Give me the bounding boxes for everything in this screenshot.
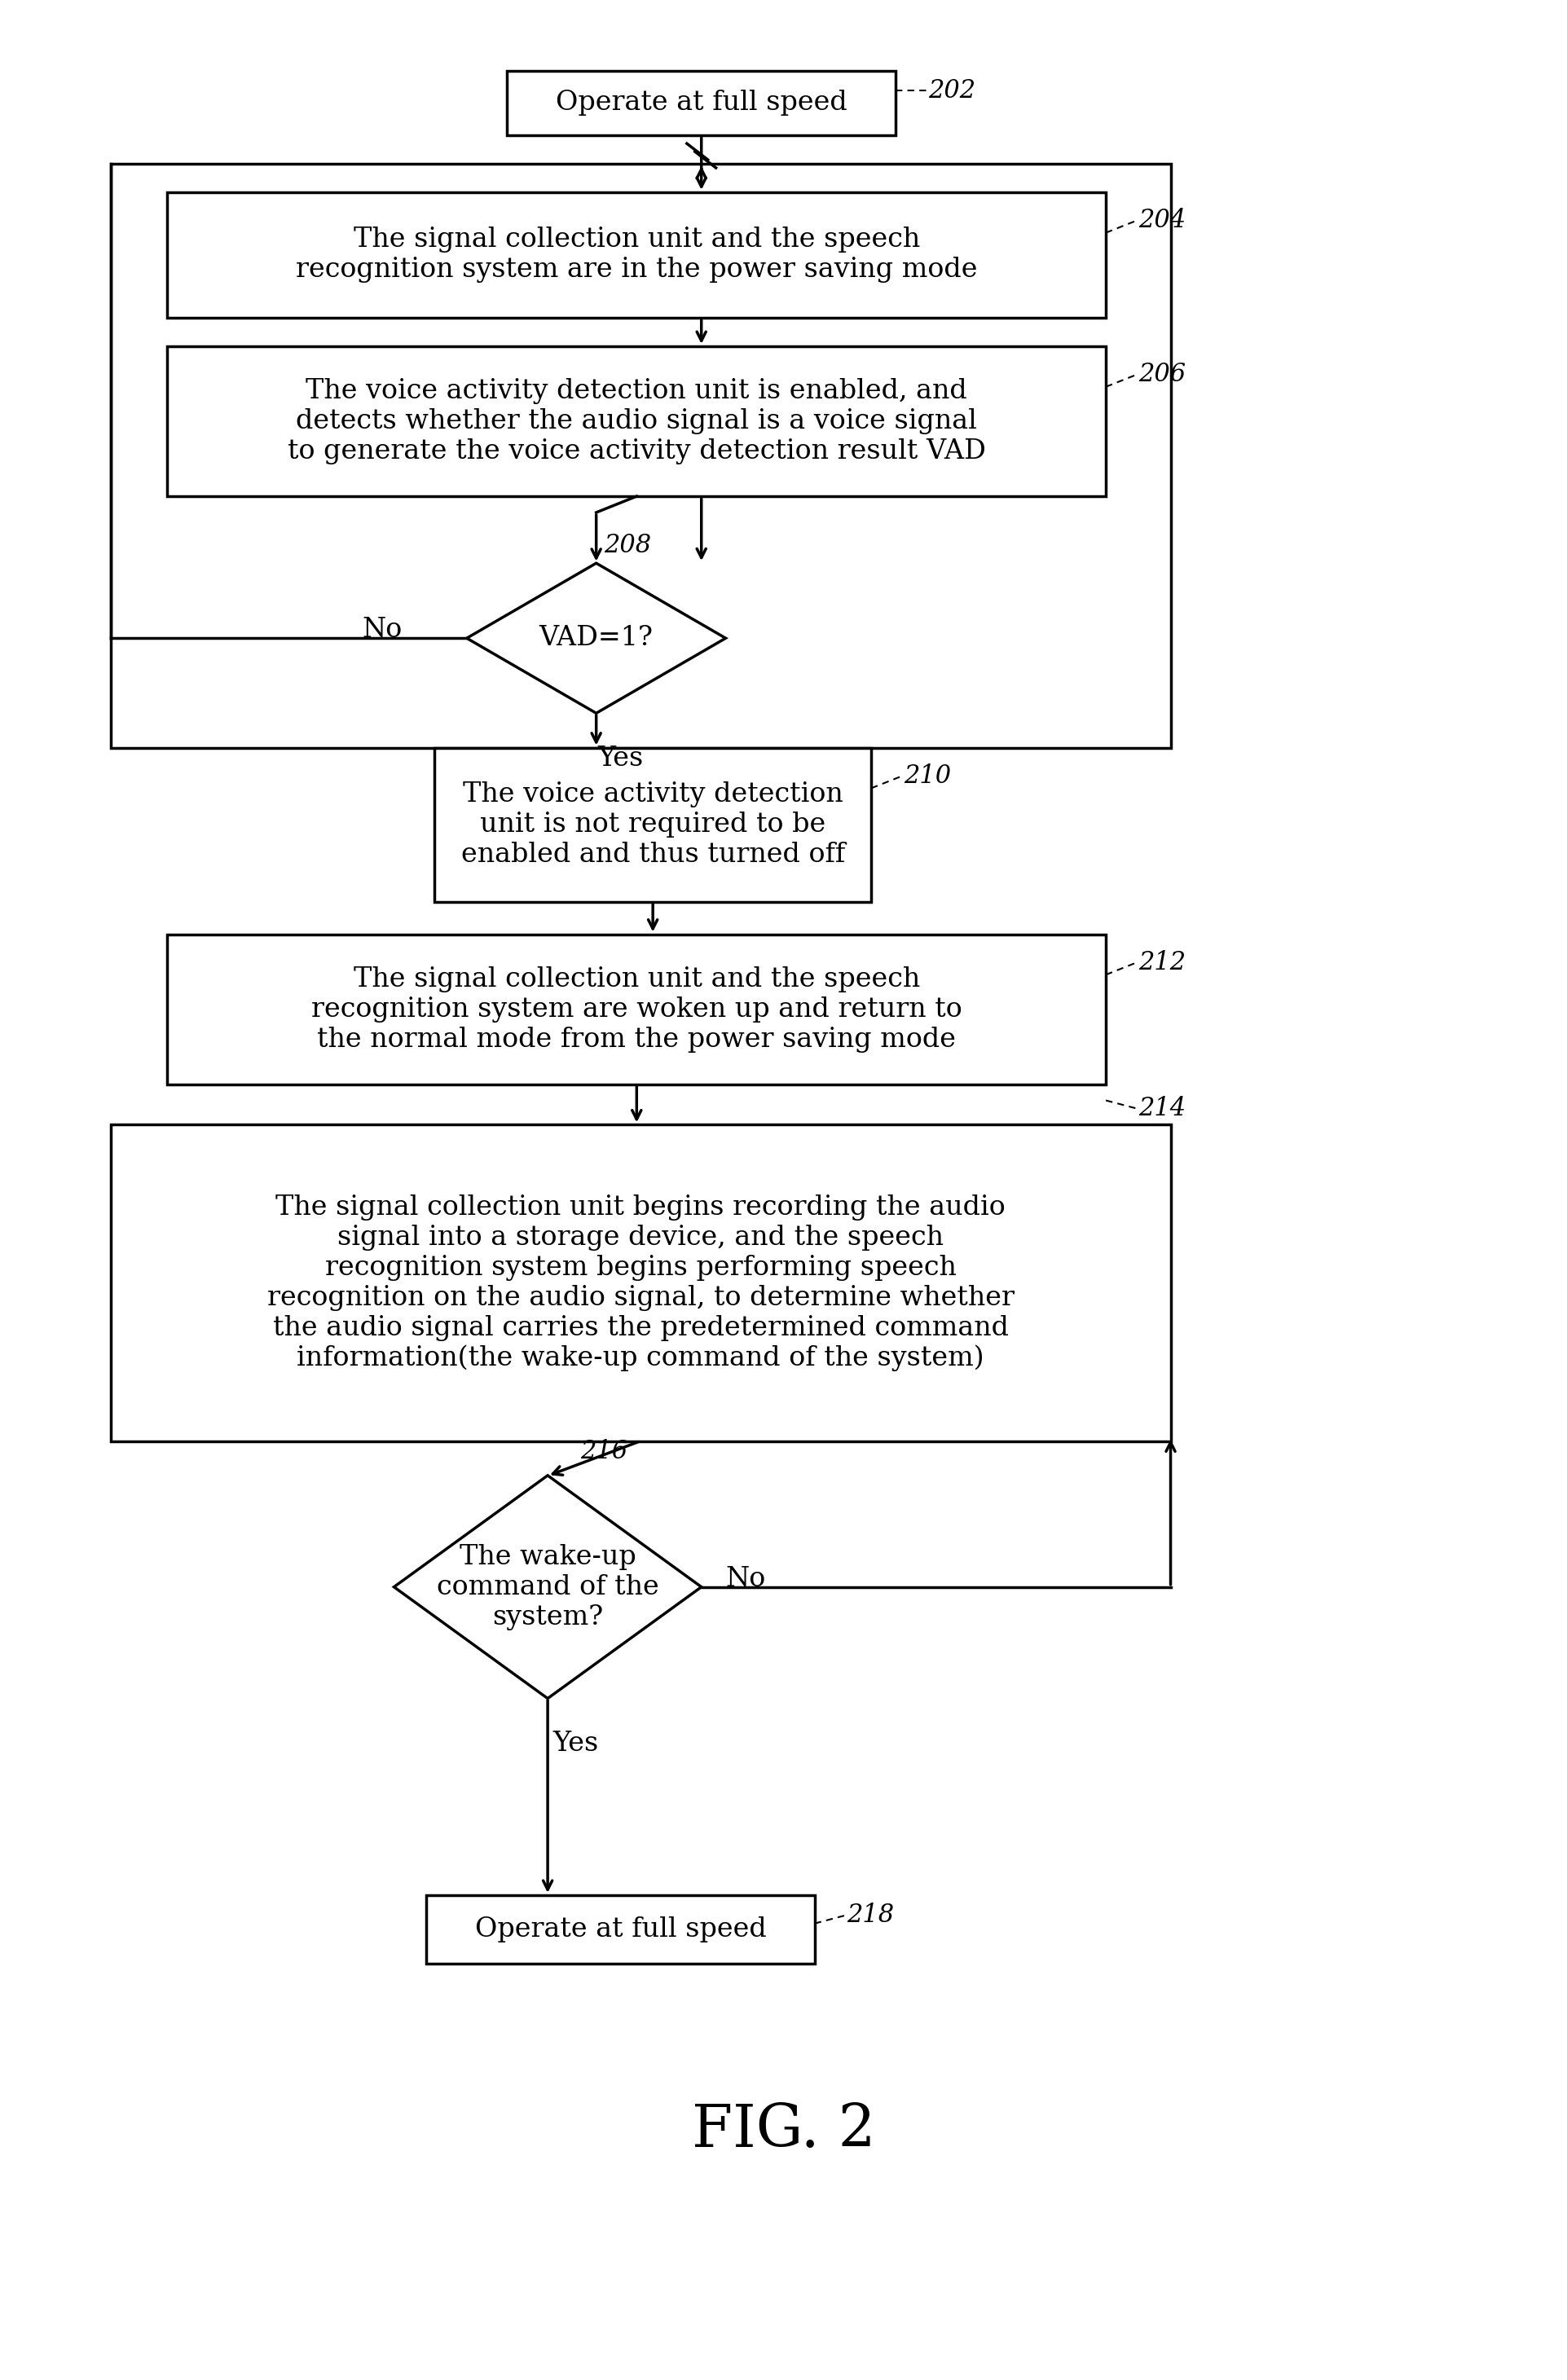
Text: No: No	[726, 1566, 766, 1592]
Polygon shape	[393, 1476, 702, 1699]
Text: The voice activity detection
unit is not required to be
enabled and thus turned : The voice activity detection unit is not…	[461, 781, 845, 869]
Text: No: No	[362, 616, 403, 643]
Text: Operate at full speed: Operate at full speed	[475, 1916, 766, 1942]
Text: The signal collection unit and the speech
recognition system are woken up and re: The signal collection unit and the speec…	[312, 966, 962, 1052]
Text: 212: 212	[1138, 950, 1186, 976]
Text: Yes: Yes	[553, 1730, 599, 1756]
Text: The voice activity detection unit is enabled, and
detects whether the audio sign: The voice activity detection unit is ena…	[288, 378, 986, 464]
Bar	[111, 1126, 1171, 1440]
Text: 210: 210	[904, 764, 951, 788]
Text: The signal collection unit and the speech
recognition system are in the power sa: The signal collection unit and the speec…	[296, 226, 978, 283]
Bar	[508, 71, 896, 136]
Bar	[168, 345, 1106, 497]
Text: 218: 218	[848, 1902, 895, 1928]
Text: 208: 208	[605, 533, 652, 557]
Bar	[111, 164, 1171, 747]
Text: 216: 216	[580, 1440, 627, 1464]
Bar	[168, 935, 1106, 1085]
Text: 214: 214	[1138, 1095, 1186, 1121]
Bar	[426, 1894, 815, 1963]
Text: The signal collection unit begins recording the audio
signal into a storage devi: The signal collection unit begins record…	[266, 1195, 1014, 1371]
Text: Operate at full speed: Operate at full speed	[556, 90, 848, 117]
Text: 204: 204	[1138, 207, 1186, 233]
Text: The wake-up
command of the
system?: The wake-up command of the system?	[437, 1545, 658, 1630]
Text: Yes: Yes	[597, 745, 644, 771]
Text: FIG. 2: FIG. 2	[691, 2102, 876, 2159]
Bar	[434, 747, 871, 902]
Text: 202: 202	[928, 79, 975, 102]
Text: 206: 206	[1138, 362, 1186, 388]
Polygon shape	[467, 564, 726, 714]
Bar	[168, 193, 1106, 319]
Text: VAD=1?: VAD=1?	[539, 626, 653, 652]
